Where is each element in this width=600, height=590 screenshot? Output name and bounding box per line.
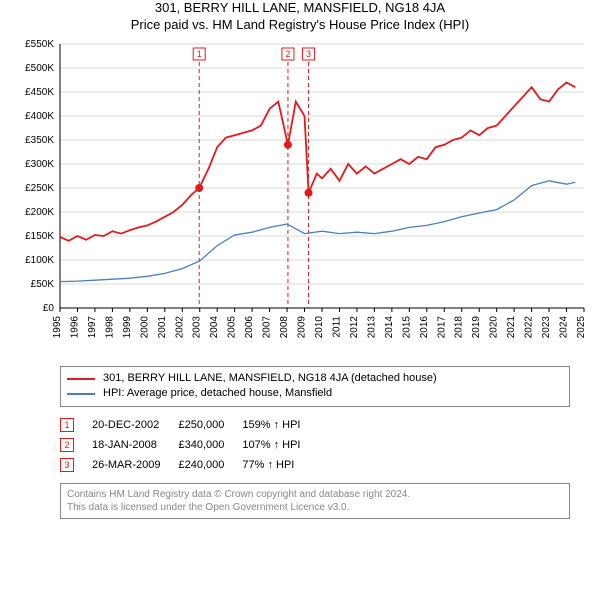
sale-event-row: 120-DEC-2002£250,000159% ↑ HPI <box>60 415 318 435</box>
svg-text:£550K: £550K <box>25 39 54 50</box>
svg-text:2000: 2000 <box>139 316 150 339</box>
svg-text:2008: 2008 <box>279 316 290 339</box>
svg-text:2016: 2016 <box>419 316 430 339</box>
license-line2: This data is licensed under the Open Gov… <box>67 501 563 514</box>
sale-event-pct: 77% ↑ HPI <box>242 455 318 475</box>
sale-event-marker: 3 <box>60 455 92 475</box>
svg-text:2015: 2015 <box>401 316 412 339</box>
svg-text:1999: 1999 <box>122 316 133 339</box>
svg-text:2022: 2022 <box>524 316 535 339</box>
sale-event-price: £240,000 <box>178 455 242 475</box>
page: 301, BERRY HILL LANE, MANSFIELD, NG18 4J… <box>0 0 600 590</box>
chart-title-line2: Price paid vs. HM Land Registry's House … <box>0 17 600 32</box>
legend-swatch-hpi <box>67 393 95 395</box>
svg-text:2024: 2024 <box>559 316 570 339</box>
svg-text:3: 3 <box>306 49 311 59</box>
svg-text:2002: 2002 <box>174 316 185 339</box>
legend-label-hpi: HPI: Average price, detached house, Mans… <box>103 386 332 401</box>
svg-text:£250K: £250K <box>25 183 54 194</box>
sale-event-row: 218-JAN-2008£340,000107% ↑ HPI <box>60 435 318 455</box>
svg-text:2018: 2018 <box>454 316 465 339</box>
svg-text:1995: 1995 <box>52 316 63 339</box>
svg-text:£400K: £400K <box>25 111 54 122</box>
legend-item-hpi: HPI: Average price, detached house, Mans… <box>67 386 563 401</box>
legend-item-price: 301, BERRY HILL LANE, MANSFIELD, NG18 4J… <box>67 371 563 386</box>
svg-text:2023: 2023 <box>541 316 552 339</box>
svg-text:£50K: £50K <box>31 279 55 290</box>
svg-text:2004: 2004 <box>209 316 220 339</box>
svg-text:£200K: £200K <box>25 207 54 218</box>
sale-event-pct: 159% ↑ HPI <box>242 415 318 435</box>
svg-text:£500K: £500K <box>25 63 54 74</box>
chart-title-line1: 301, BERRY HILL LANE, MANSFIELD, NG18 4J… <box>0 0 600 15</box>
license-line1: Contains HM Land Registry data © Crown c… <box>67 488 563 501</box>
svg-text:£150K: £150K <box>25 231 54 242</box>
sale-event-pct: 107% ↑ HPI <box>242 435 318 455</box>
chart-svg: £0 £50K £100K £150K £200K £250K £300K £350K £400… <box>8 38 592 358</box>
license-notice: Contains HM Land Registry data © Crown c… <box>60 483 570 519</box>
svg-text:£350K: £350K <box>25 135 54 146</box>
svg-text:1998: 1998 <box>104 316 115 339</box>
sale-event-price: £250,000 <box>178 415 242 435</box>
svg-text:2012: 2012 <box>349 316 360 339</box>
svg-text:2010: 2010 <box>314 316 325 339</box>
sale-event-row: 326-MAR-2009£240,00077% ↑ HPI <box>60 455 318 475</box>
svg-text:2009: 2009 <box>297 316 308 339</box>
svg-text:£300K: £300K <box>25 159 54 170</box>
svg-text:2021: 2021 <box>506 316 517 339</box>
svg-text:1996: 1996 <box>69 316 80 339</box>
svg-text:£0: £0 <box>43 303 55 314</box>
legend-label-price: 301, BERRY HILL LANE, MANSFIELD, NG18 4J… <box>103 371 437 386</box>
chart: £0 £50K £100K £150K £200K £250K £300K £350K £400… <box>8 38 592 358</box>
legend-swatch-price <box>67 378 95 380</box>
sale-event-date: 18-JAN-2008 <box>92 435 178 455</box>
svg-text:1997: 1997 <box>87 316 98 339</box>
svg-text:£450K: £450K <box>25 87 54 98</box>
svg-text:1: 1 <box>197 49 202 59</box>
svg-text:2006: 2006 <box>244 316 255 339</box>
sale-event-date: 26-MAR-2009 <box>92 455 178 475</box>
legend: 301, BERRY HILL LANE, MANSFIELD, NG18 4J… <box>60 366 570 407</box>
svg-text:2017: 2017 <box>436 316 447 339</box>
svg-text:£100K: £100K <box>25 255 54 266</box>
svg-text:2011: 2011 <box>331 316 342 338</box>
sale-event-price: £340,000 <box>178 435 242 455</box>
svg-text:2014: 2014 <box>384 316 395 339</box>
svg-text:2019: 2019 <box>471 316 482 339</box>
sale-event-marker: 2 <box>60 435 92 455</box>
svg-text:2001: 2001 <box>157 316 168 339</box>
sale-event-date: 20-DEC-2002 <box>92 415 178 435</box>
svg-text:2025: 2025 <box>576 316 587 339</box>
svg-text:2013: 2013 <box>366 316 377 339</box>
svg-text:2: 2 <box>285 49 290 59</box>
svg-text:2003: 2003 <box>192 316 203 339</box>
svg-text:2005: 2005 <box>227 316 238 339</box>
svg-text:2007: 2007 <box>262 316 273 339</box>
sale-events-table: 120-DEC-2002£250,000159% ↑ HPI218-JAN-20… <box>60 415 318 475</box>
sale-event-marker: 1 <box>60 415 92 435</box>
svg-text:2020: 2020 <box>489 316 500 339</box>
